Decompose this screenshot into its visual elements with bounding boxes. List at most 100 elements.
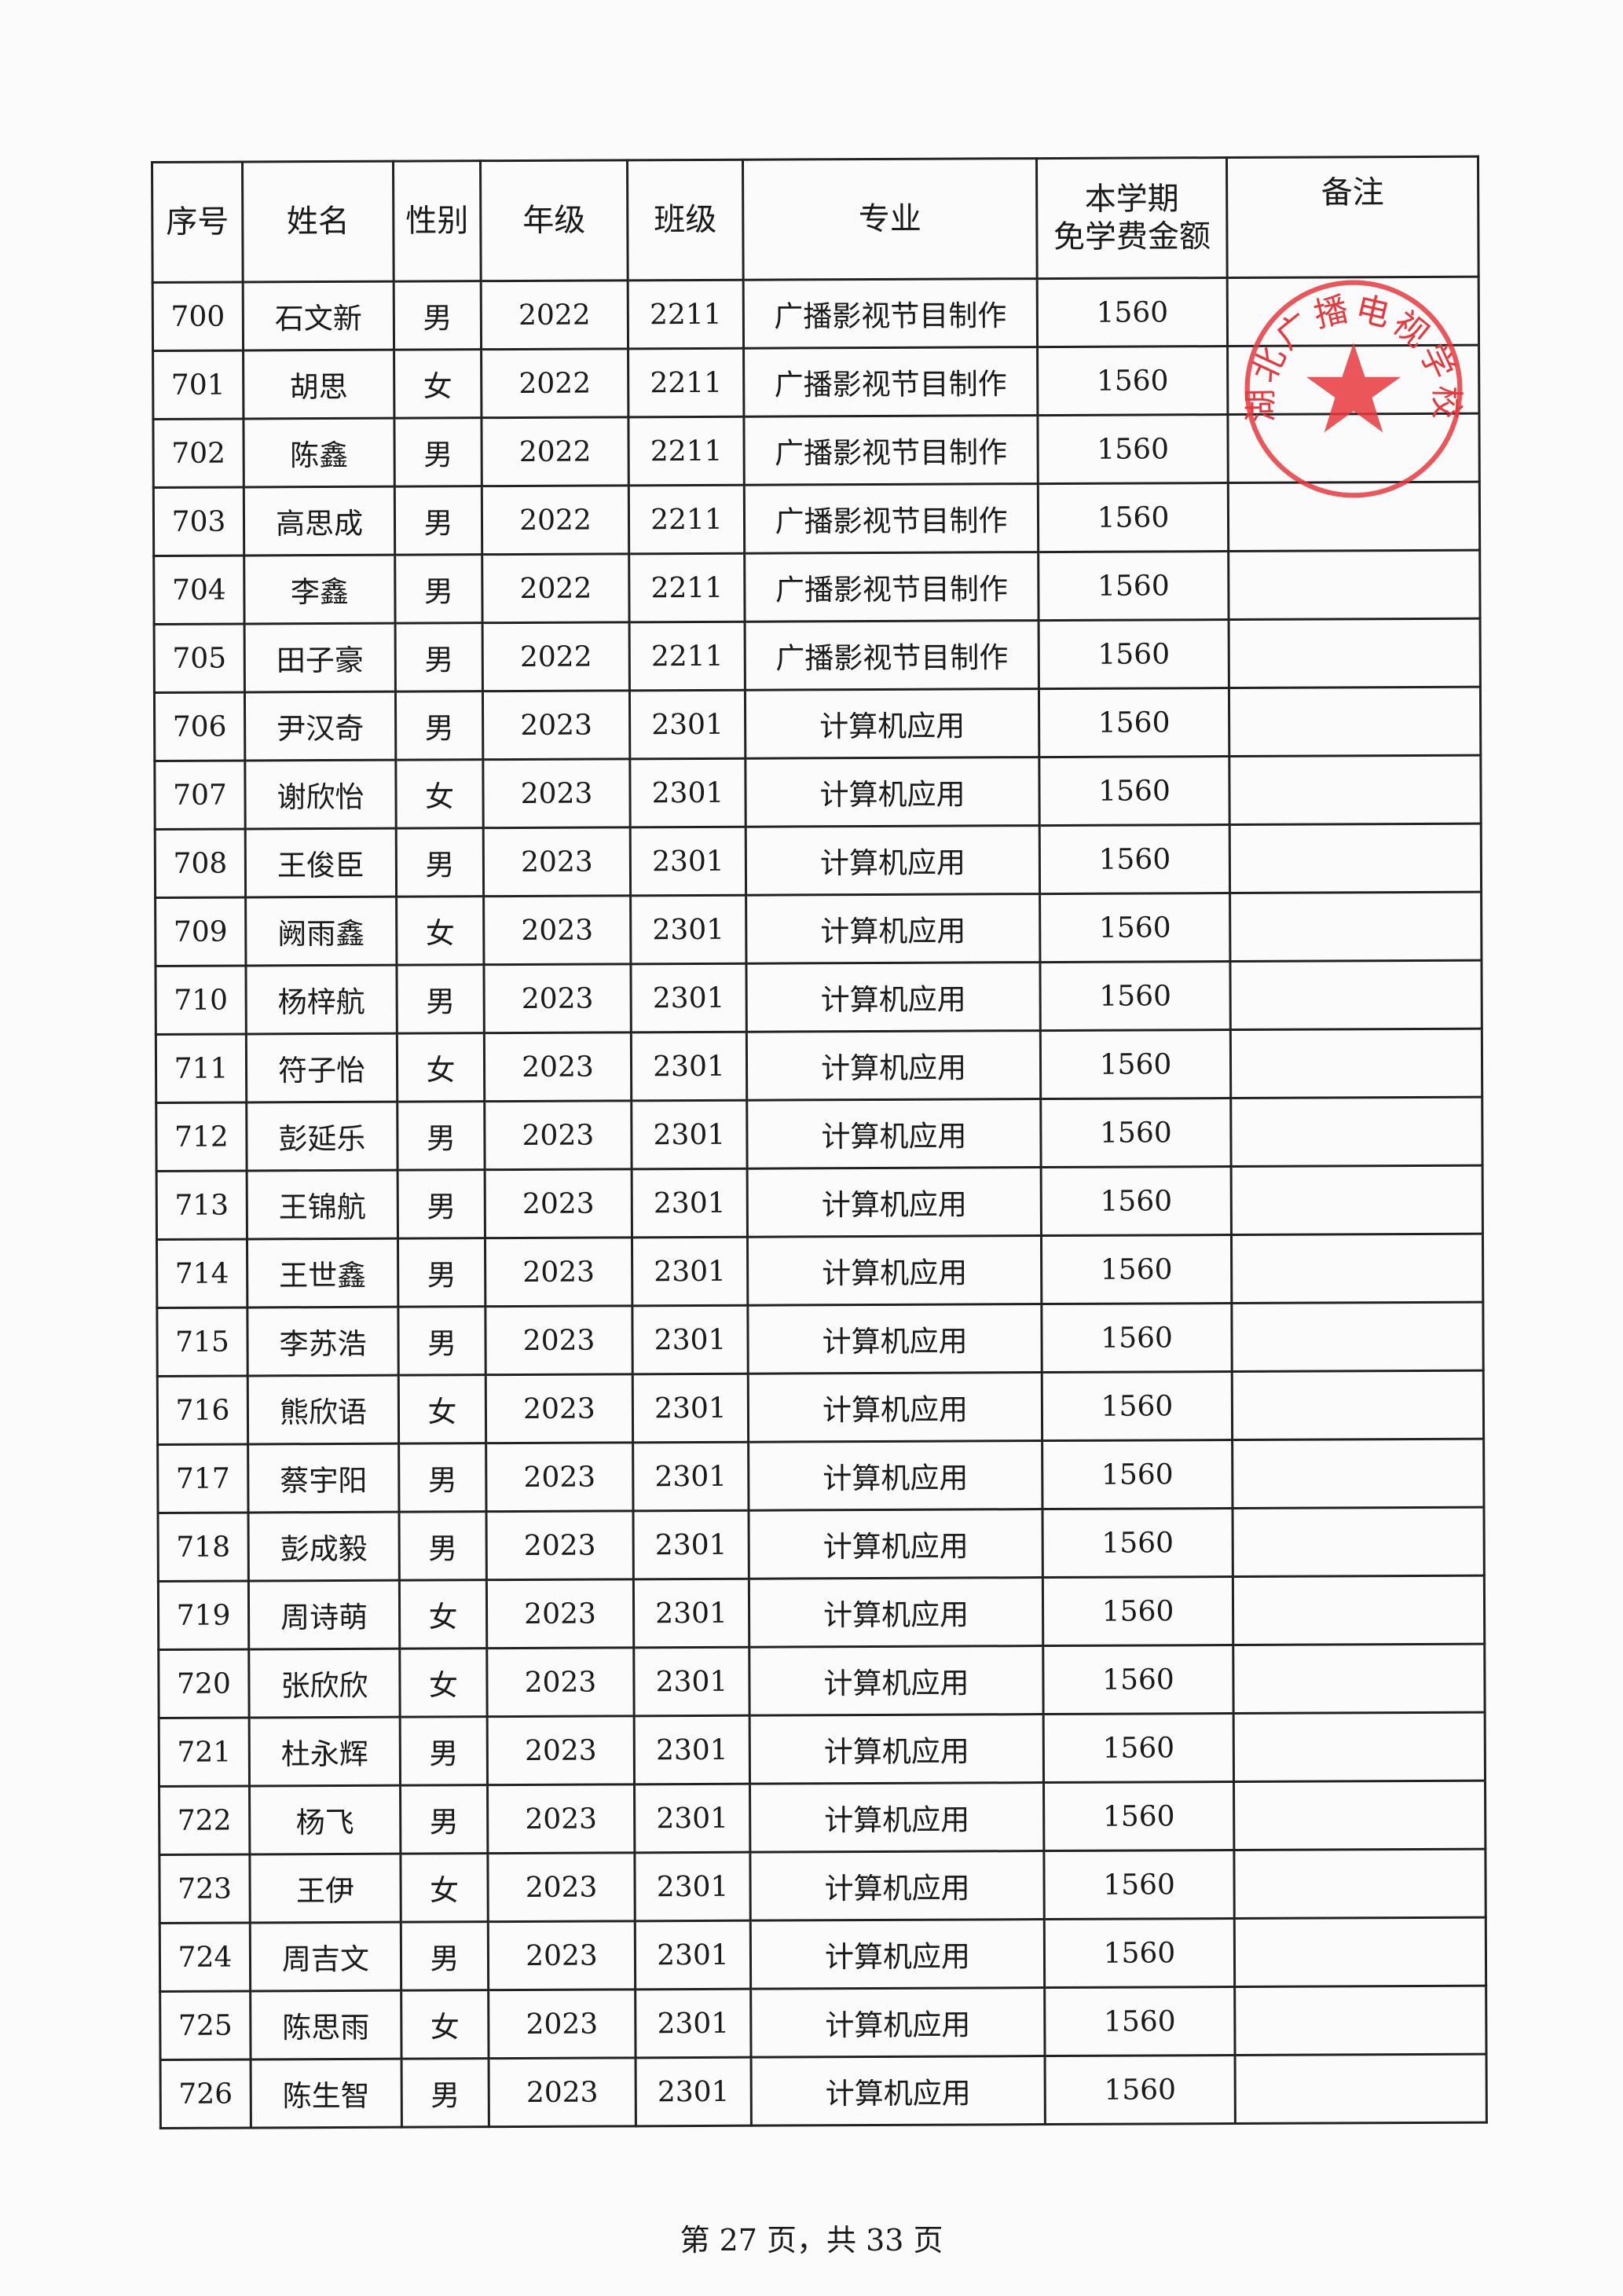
- cell-grade: 2023: [485, 1168, 632, 1238]
- cell-remarks: [1233, 1644, 1486, 1714]
- cell-grade: 2023: [482, 690, 630, 760]
- cell-major: 计算机应用: [746, 1030, 1041, 1101]
- cell-major: 计算机应用: [749, 1850, 1045, 1921]
- cell-seq: 720: [158, 1649, 250, 1718]
- cell-major: 计算机应用: [745, 757, 1040, 827]
- cell-seq: 724: [159, 1922, 251, 1992]
- cell-amount: 1560: [1042, 1576, 1233, 1646]
- cell-gender: 女: [394, 349, 482, 419]
- cell-seq: 723: [159, 1854, 251, 1924]
- cell-grade: 2023: [485, 1374, 633, 1443]
- cell-amount: 1560: [1043, 1713, 1234, 1783]
- cell-class: 2301: [632, 1305, 749, 1374]
- cell-class: 2211: [628, 416, 745, 486]
- table-row: 717 蔡宇阳男 2023 2301 计算机应用 1560: [157, 1439, 1484, 1513]
- cell-class: 2301: [635, 1989, 752, 2058]
- table-row: 725 陈思雨女 2023 2301 计算机应用 1560: [159, 1986, 1487, 2060]
- cell-name: 符子怡: [246, 1033, 398, 1102]
- cell-class: 2301: [631, 1100, 748, 1169]
- cell-gender: 男: [400, 1716, 488, 1786]
- cell-major: 广播影视节目制作: [744, 552, 1039, 622]
- cell-major: 计算机应用: [747, 1304, 1042, 1374]
- cell-seq: 707: [154, 760, 246, 830]
- cell-amount: 1560: [1042, 1371, 1233, 1441]
- cell-remarks: [1235, 2054, 1487, 2124]
- cell-gender: 男: [394, 281, 482, 350]
- cell-gender: 男: [398, 1238, 485, 1308]
- cell-seq: 705: [154, 623, 245, 693]
- cell-amount: 1560: [1041, 1234, 1232, 1304]
- cell-grade: 2023: [483, 827, 631, 897]
- cell-major: 计算机应用: [751, 2056, 1046, 2126]
- cell-amount: 1560: [1038, 551, 1229, 621]
- cell-remarks: [1229, 618, 1481, 688]
- cell-grade: 2023: [488, 1920, 636, 1990]
- cell-grade: 2023: [489, 2057, 636, 2127]
- cell-seq: 712: [156, 1102, 247, 1172]
- cell-grade: 2023: [486, 1647, 635, 1717]
- header-gender: 性别: [393, 160, 482, 282]
- cell-remarks: [1228, 550, 1481, 620]
- cell-class: 2301: [633, 1579, 749, 1648]
- cell-grade: 2023: [484, 1100, 632, 1170]
- cell-gender: 女: [399, 1579, 487, 1649]
- cell-name: 蔡宇阳: [247, 1443, 400, 1513]
- cell-gender: 男: [395, 691, 483, 761]
- cell-grade: 2023: [483, 963, 632, 1033]
- cell-grade: 2023: [485, 1237, 632, 1307]
- table-row: 714 王世鑫男 2023 2301 计算机应用 1560: [156, 1234, 1483, 1308]
- cell-amount: 1560: [1039, 824, 1230, 894]
- cell-major: 计算机应用: [749, 1782, 1044, 1853]
- cell-grade: 2023: [488, 1989, 636, 2059]
- cell-major: 计算机应用: [748, 1372, 1042, 1443]
- cell-seq: 726: [160, 2059, 251, 2129]
- cell-seq: 710: [155, 965, 247, 1035]
- cell-major: 计算机应用: [749, 1645, 1044, 1716]
- cell-name: 彭成毅: [248, 1512, 400, 1581]
- cell-grade: 2022: [482, 622, 630, 691]
- cell-remarks: [1233, 1849, 1486, 1919]
- cell-major: 广播影视节目制作: [745, 620, 1039, 691]
- cell-grade: 2022: [482, 485, 629, 555]
- cell-remarks: [1233, 1575, 1485, 1645]
- table-row: 708 王俊臣男 2023 2301 计算机应用 1560: [155, 823, 1482, 898]
- cell-amount: 1560: [1037, 346, 1228, 416]
- table-row: 726 陈生智男 2023 2301 计算机应用 1560: [160, 2054, 1487, 2129]
- header-grade: 年级: [480, 160, 628, 281]
- cell-gender: 女: [401, 1990, 489, 2059]
- table-row: 701 胡思女 2022 2211 广播影视节目制作 1560: [152, 345, 1479, 420]
- cell-class: 2301: [633, 1510, 749, 1579]
- cell-class: 2211: [628, 553, 746, 622]
- cell-seq: 719: [158, 1580, 249, 1650]
- cell-name: 石文新: [243, 281, 394, 350]
- table-body: 700 石文新男 2022 2211 广播影视节目制作 1560 701 胡思女 2022 221…: [152, 277, 1487, 2129]
- cell-name: 田子豪: [244, 623, 396, 692]
- cell-amount: 1560: [1039, 961, 1231, 1031]
- header-name: 姓名: [242, 161, 394, 282]
- cell-gender: 女: [399, 1648, 488, 1718]
- cell-major: 计算机应用: [746, 825, 1040, 896]
- cell-seq: 722: [159, 1785, 250, 1855]
- cell-seq: 718: [158, 1512, 249, 1582]
- cell-gender: 男: [397, 1101, 485, 1171]
- cell-class: 2301: [633, 1647, 750, 1716]
- cell-major: 计算机应用: [746, 893, 1040, 964]
- cell-grade: 2023: [485, 1305, 633, 1375]
- table-header-row: 序号 姓名 性别 年级 班级 专业 本学期 免学费金额 备注: [152, 156, 1479, 283]
- cell-grade: 2022: [482, 553, 630, 623]
- table-row: 718 彭成毅男 2023 2301 计算机应用 1560: [158, 1507, 1485, 1582]
- table-row: 720 张欣欣女 2023 2301 计算机应用 1560: [158, 1644, 1486, 1718]
- cell-remarks: [1234, 1986, 1487, 2056]
- cell-class: 2301: [630, 827, 746, 896]
- cell-grade: 2023: [487, 1852, 636, 1922]
- cell-name: 李鑫: [244, 555, 396, 624]
- cell-class: 2301: [632, 1168, 748, 1238]
- table-row: 722 杨飞男 2023 2301 计算机应用 1560: [159, 1781, 1486, 1855]
- table-row: 724 周吉文男 2023 2301 计算机应用 1560: [159, 1917, 1486, 1992]
- cell-class: 2301: [634, 1852, 751, 1921]
- cell-name: 李苏浩: [247, 1307, 399, 1376]
- cell-remarks: [1233, 1712, 1486, 1782]
- cell-gender: 男: [396, 964, 485, 1034]
- page-number: 第 27 页，共 33 页: [680, 2223, 943, 2257]
- cell-seq: 717: [157, 1443, 249, 1513]
